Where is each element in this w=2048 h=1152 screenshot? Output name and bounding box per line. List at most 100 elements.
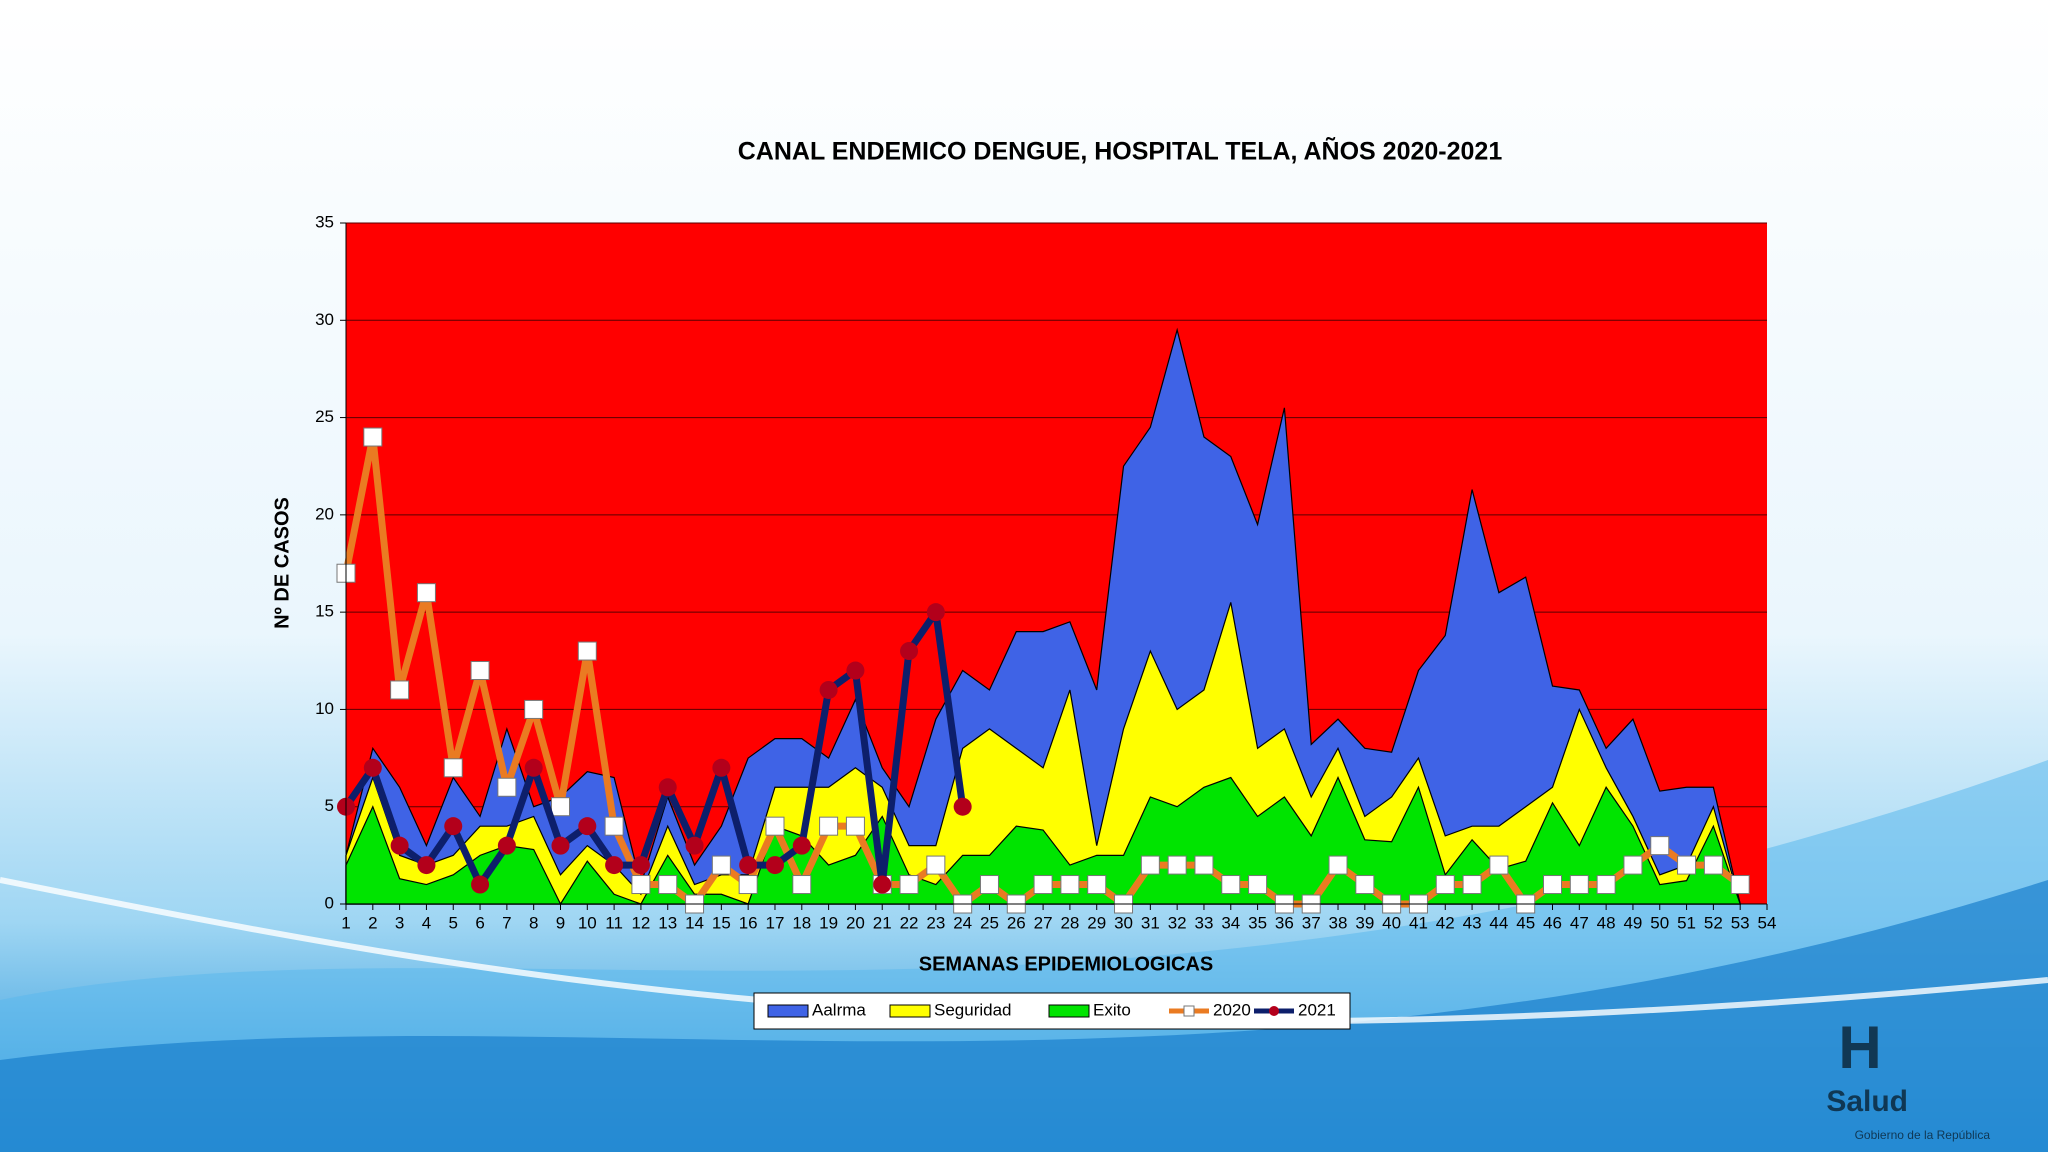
x-tick-label: 46 (1543, 913, 1562, 932)
marker (1569, 875, 1589, 895)
x-tick-label: 11 (605, 913, 623, 932)
x-tick-label: 54 (1758, 913, 1777, 932)
x-tick-label: 24 (953, 913, 972, 932)
marker (605, 856, 624, 875)
x-tick-label: 1 (341, 913, 350, 932)
marker (416, 583, 436, 603)
marker (363, 758, 382, 777)
x-tick-label: 44 (1489, 913, 1508, 932)
chart-title: CANAL ENDEMICO DENGUE, HOSPITAL TELA, AÑ… (738, 136, 1503, 166)
x-tick-label: 13 (658, 913, 677, 932)
x-tick-label: 2 (368, 913, 377, 932)
legend-marker (1269, 1006, 1279, 1016)
x-tick-label: 41 (1409, 913, 1428, 932)
wave (0, 880, 2048, 1152)
marker (792, 836, 811, 855)
marker (1194, 855, 1214, 875)
y-tick-label: 15 (315, 602, 334, 621)
marker (926, 855, 946, 875)
marker (497, 836, 516, 855)
marker (845, 816, 865, 836)
marker (1543, 875, 1563, 895)
x-tick-label: 34 (1221, 913, 1240, 932)
marker (497, 777, 517, 797)
x-tick-label: 4 (422, 913, 431, 932)
marker (685, 836, 704, 855)
logo-name: Salud (1826, 1085, 1908, 1118)
x-tick-label: 10 (578, 913, 597, 932)
x-axis-label: SEMANAS EPIDEMIOLOGICAS (919, 953, 1213, 975)
marker (1650, 836, 1670, 856)
x-tick-label: 31 (1141, 913, 1160, 932)
legend-swatch (889, 1004, 931, 1018)
x-tick-label: 7 (502, 913, 511, 932)
marker (1033, 875, 1053, 895)
area (345, 776, 1742, 906)
x-tick-label: 35 (1248, 913, 1267, 932)
x-tick-label: 20 (846, 913, 865, 932)
x-tick-label: 42 (1436, 913, 1455, 932)
marker (363, 427, 383, 447)
marker (1730, 875, 1750, 895)
marker (1355, 875, 1375, 895)
marker (765, 816, 785, 836)
marker (658, 778, 677, 797)
x-tick-label: 14 (685, 913, 704, 932)
legend-swatch (1048, 1004, 1090, 1018)
x-tick-label: 30 (1114, 913, 1133, 932)
x-tick-label: 33 (1195, 913, 1214, 932)
y-tick-label: 10 (315, 699, 334, 718)
x-tick-label: 15 (712, 913, 731, 932)
x-tick-label: 38 (1329, 913, 1348, 932)
marker (792, 875, 812, 895)
marker (979, 875, 999, 895)
x-tick-label: 47 (1570, 913, 1589, 932)
marker (417, 856, 436, 875)
marker (1489, 855, 1509, 875)
marker (524, 699, 544, 719)
marker (819, 816, 839, 836)
x-tick-label: 39 (1355, 913, 1374, 932)
marker (390, 680, 410, 700)
x-tick-label: 43 (1463, 913, 1482, 932)
x-tick-label: 25 (980, 913, 999, 932)
marker (1703, 855, 1723, 875)
marker (1060, 875, 1080, 895)
marker (900, 642, 919, 661)
marker (1462, 875, 1482, 895)
logo-subtitle: Gobierno de la República (1855, 1128, 1991, 1142)
marker (738, 875, 758, 895)
marker (712, 758, 731, 777)
logo-mark: H (1838, 1014, 1881, 1081)
legend-label: Aalrma (812, 1000, 866, 1019)
marker (1167, 855, 1187, 875)
marker (471, 875, 490, 894)
x-tick-label: 40 (1382, 913, 1401, 932)
marker (953, 797, 972, 816)
x-tick-label: 12 (631, 913, 650, 932)
marker (846, 661, 865, 680)
x-tick-label: 51 (1677, 913, 1696, 932)
legend-label: 2021 (1298, 1000, 1336, 1019)
marker (631, 875, 651, 895)
marker (604, 816, 624, 836)
x-tick-label: 22 (900, 913, 919, 932)
x-tick-label: 36 (1275, 913, 1294, 932)
x-tick-label: 45 (1516, 913, 1535, 932)
x-tick-label: 26 (1007, 913, 1026, 932)
marker (658, 875, 678, 895)
marker (711, 855, 731, 875)
marker (899, 875, 919, 895)
marker (739, 856, 758, 875)
marker (1596, 875, 1616, 895)
x-tick-label: 8 (529, 913, 538, 932)
marker (551, 836, 570, 855)
x-tick-label: 52 (1704, 913, 1723, 932)
marker (443, 758, 463, 778)
x-tick-label: 49 (1623, 913, 1642, 932)
legend-swatch (767, 1004, 809, 1018)
legend-label: Seguridad (934, 1000, 1012, 1019)
marker (1140, 855, 1160, 875)
x-tick-label: 6 (475, 913, 484, 932)
